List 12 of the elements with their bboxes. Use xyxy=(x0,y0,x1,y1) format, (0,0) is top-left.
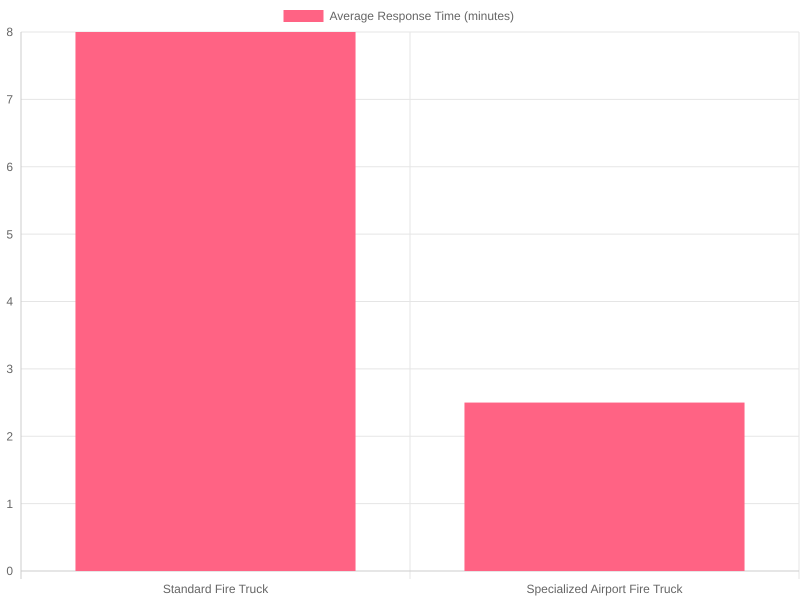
y-tick-label: 7 xyxy=(6,92,14,107)
y-tick-label: 6 xyxy=(6,160,14,174)
y-tick-label: 5 xyxy=(6,227,14,242)
x-tick-label: Specialized Airport Fire Truck xyxy=(526,582,684,596)
y-tick-label: 3 xyxy=(6,362,14,376)
y-tick-label: 1 xyxy=(6,496,14,511)
x-tick-label: Standard Fire Truck xyxy=(162,582,270,596)
legend-label: Average Response Time (minutes) xyxy=(330,9,514,24)
y-tick-label: 4 xyxy=(6,294,14,309)
y-tick-label: 0 xyxy=(6,564,14,578)
y-tick-label: 8 xyxy=(6,25,14,40)
y-tick-label: 2 xyxy=(6,429,14,444)
